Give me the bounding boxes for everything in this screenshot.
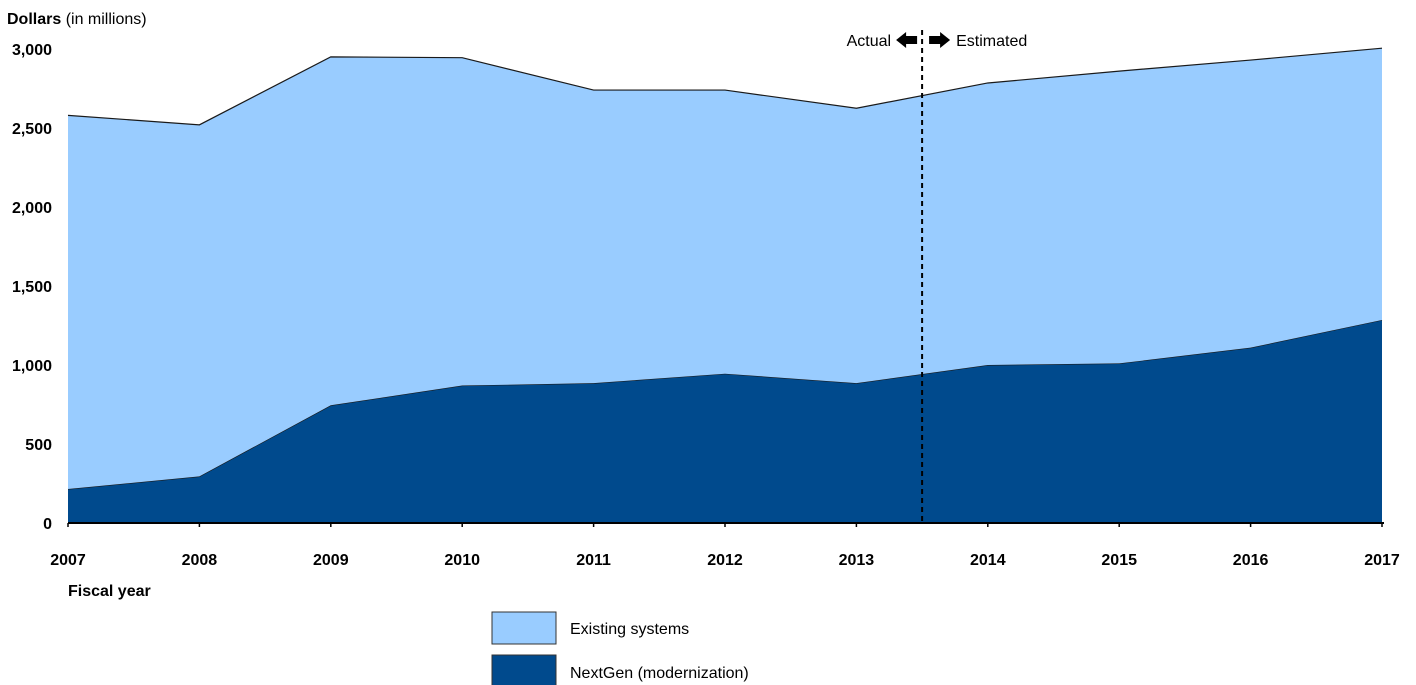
x-axis-label: Fiscal year	[68, 583, 151, 600]
legend-swatch-existing-systems	[491, 611, 557, 645]
x-tick-label: 2011	[576, 552, 611, 569]
area-existing-systems	[68, 48, 1382, 490]
y-axis-label: Dollars (in millions)	[7, 11, 147, 28]
x-tick-label: 2016	[1233, 552, 1269, 569]
legend-swatch-nextgen	[491, 654, 557, 685]
y-tick-label: 2,000	[12, 200, 52, 217]
x-tick-label: 2013	[839, 552, 875, 569]
x-tick-label: 2015	[1101, 552, 1137, 569]
x-tick-label: 2014	[970, 552, 1006, 569]
y-tick-label: 2,500	[12, 121, 52, 138]
legend-label-existing-systems: Existing systems	[570, 621, 689, 638]
chart-axes	[67, 522, 1384, 527]
x-tick-label: 2010	[444, 552, 480, 569]
area-nextgen-modernization	[68, 319, 1382, 523]
y-tick-label: 1,500	[12, 279, 52, 296]
actual-estimated-annotation: Actual Estimated	[847, 30, 1027, 523]
y-tick-label: 1,000	[12, 358, 52, 375]
x-tick-label: 2007	[50, 552, 86, 569]
legend: Existing systems NextGen (modernization)	[491, 611, 749, 685]
y-tick-label: 3,000	[12, 42, 52, 59]
actual-label: Actual	[847, 33, 891, 50]
legend-label-nextgen: NextGen (modernization)	[570, 665, 749, 682]
x-tick-label: 2017	[1364, 552, 1400, 569]
estimated-label: Estimated	[956, 33, 1027, 50]
left-arrow-icon	[896, 32, 918, 48]
y-tick-label: 500	[25, 437, 52, 454]
right-arrow-icon	[929, 32, 951, 48]
y-tick-label: 0	[43, 516, 52, 533]
x-tick-label: 2009	[313, 552, 349, 569]
chart-areas	[67, 47, 1383, 523]
x-tick-label: 2008	[182, 552, 218, 569]
chart-tick-labels: 2007 2008 2009 2010 2011 2012 2013 2014 2015 2016…	[12, 42, 1400, 569]
series-line-1	[67, 47, 1383, 126]
x-tick-label: 2012	[707, 552, 743, 569]
